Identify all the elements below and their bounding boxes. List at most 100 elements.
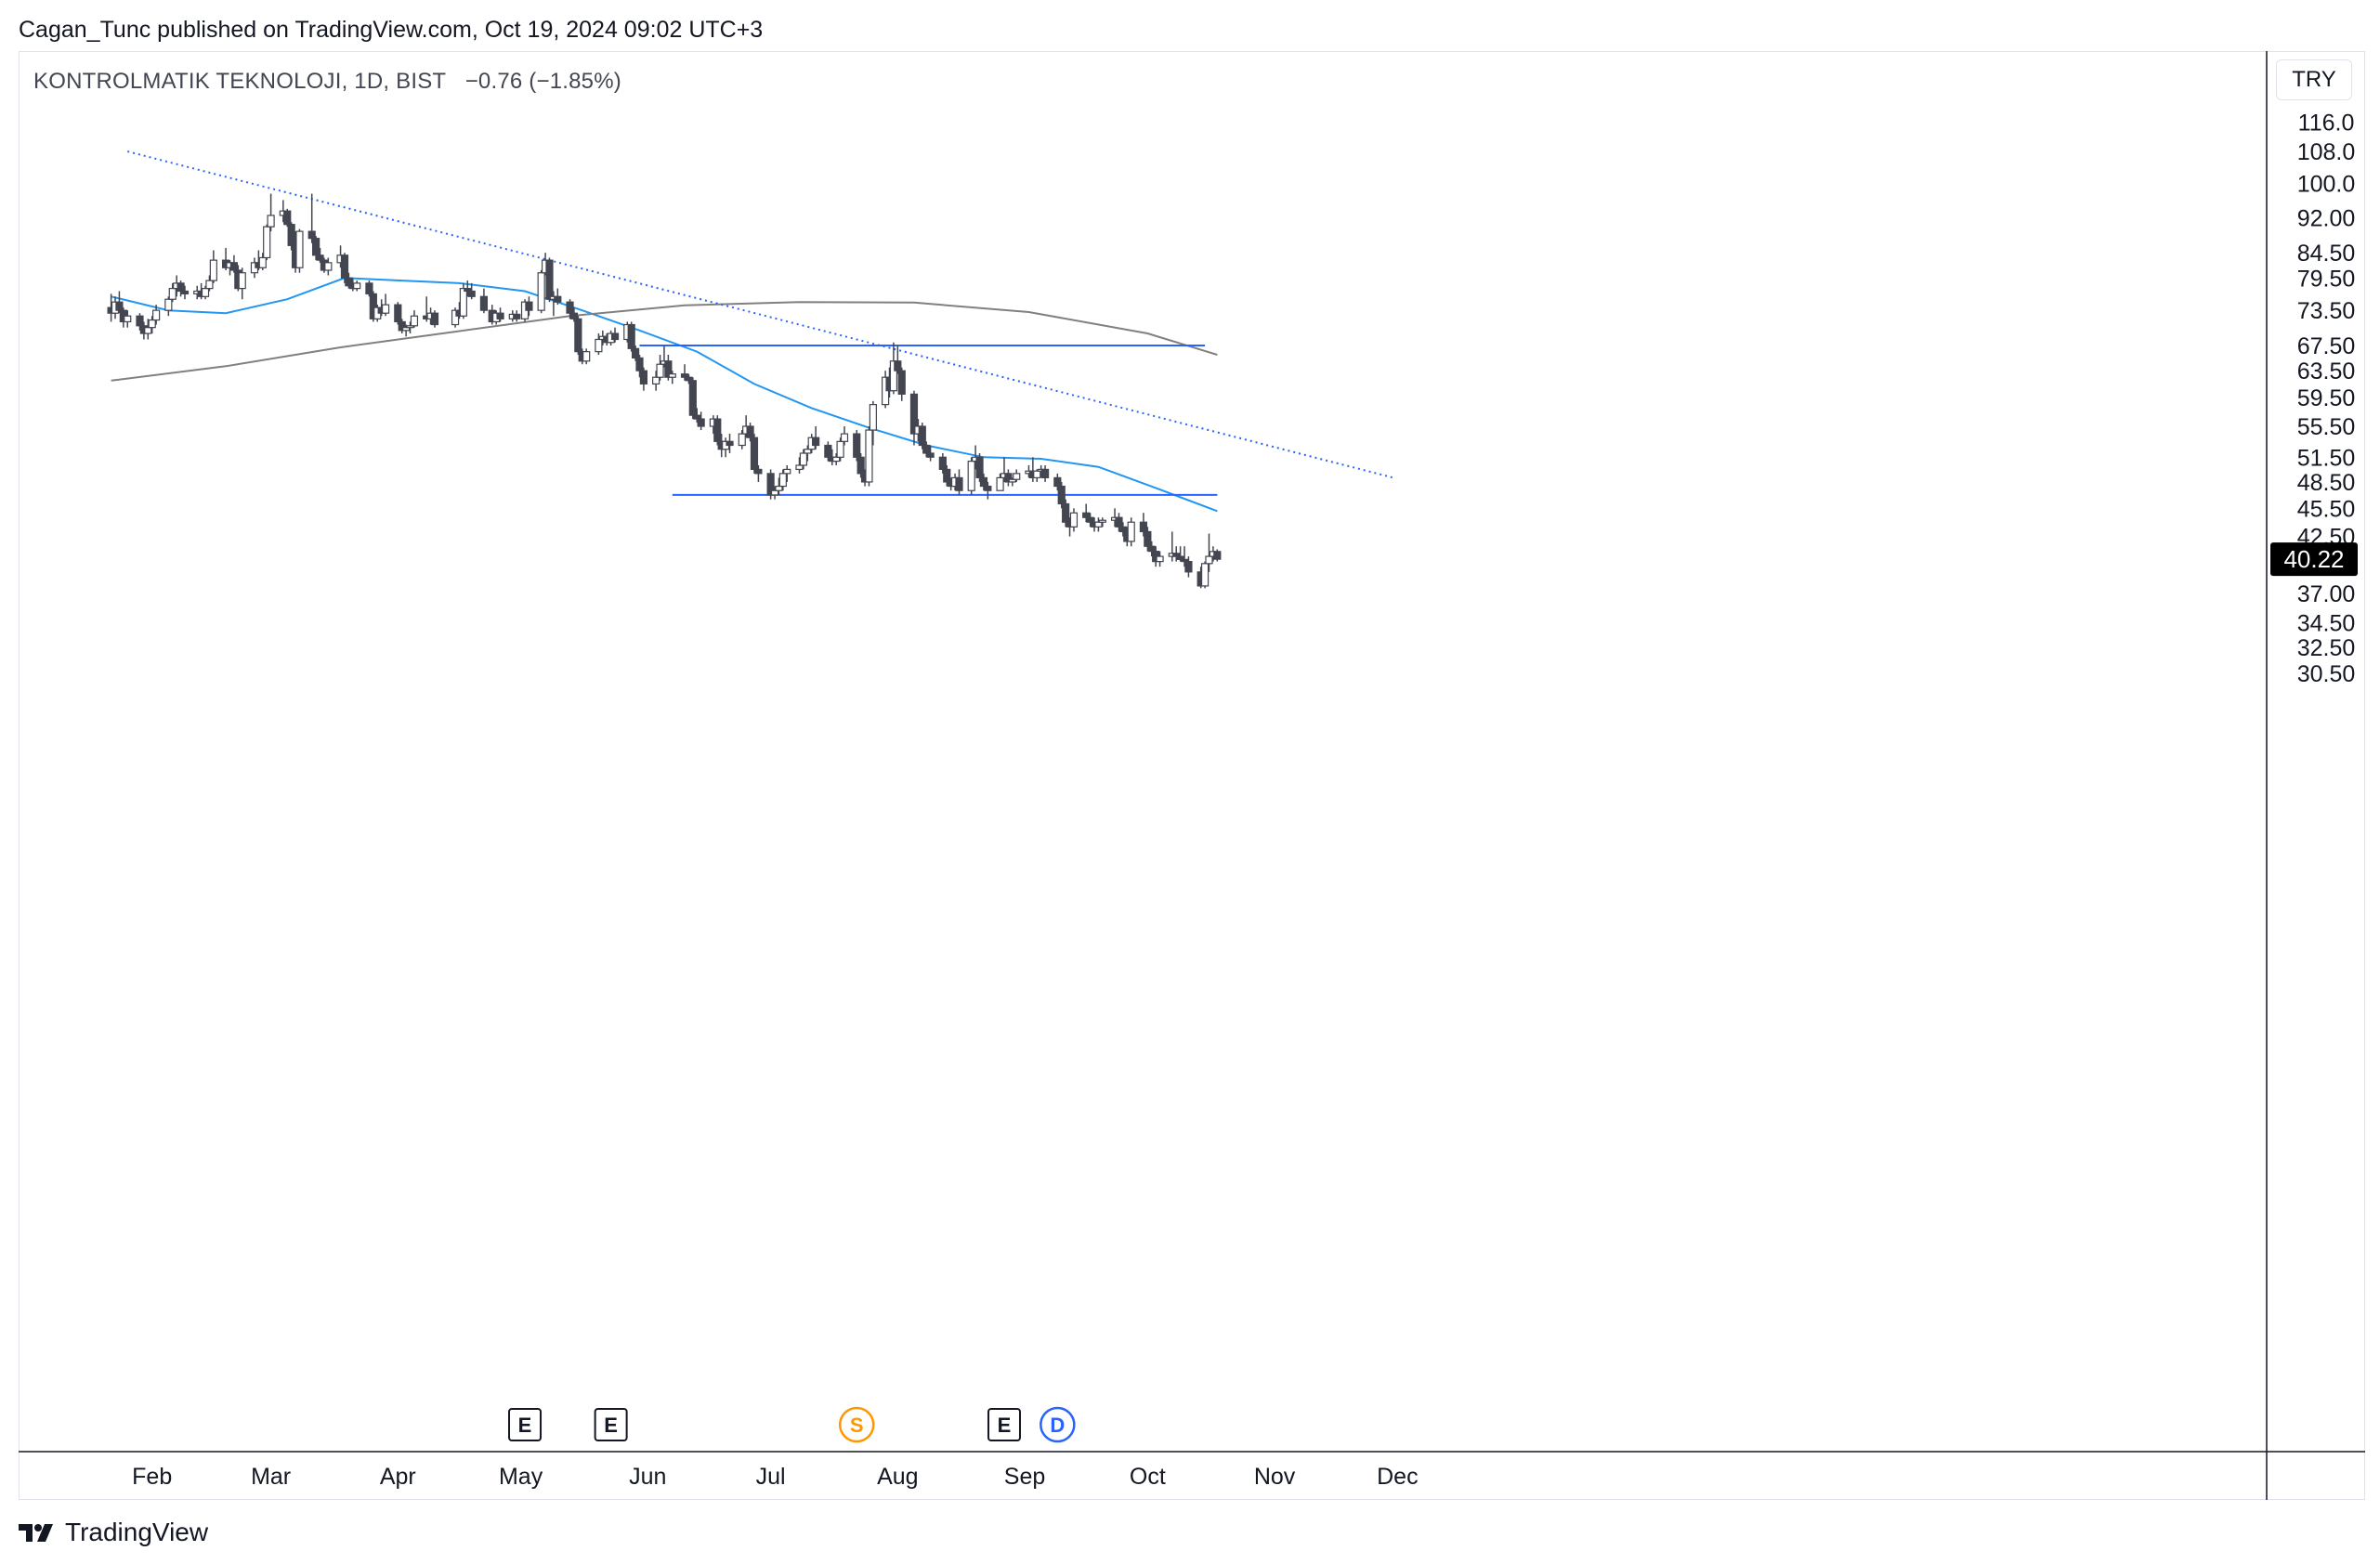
candle xyxy=(770,486,779,500)
time-tick-label: Jul xyxy=(756,1464,786,1490)
candle xyxy=(610,327,620,343)
candle-body-down xyxy=(1062,502,1070,523)
time-tick-label: Apr xyxy=(380,1464,416,1490)
price-tick-label: 79.50 xyxy=(2297,266,2356,292)
candle-body-up xyxy=(258,256,267,268)
candle xyxy=(283,208,292,228)
tradingview-logo-text: TradingView xyxy=(65,1518,209,1546)
candle-body-down xyxy=(922,444,931,454)
tradingview-logo[interactable]: TradingView xyxy=(19,1518,208,1547)
candle-body-down xyxy=(467,290,476,297)
candle xyxy=(398,319,406,334)
trend-line xyxy=(127,150,1394,479)
price-tick-label: 59.50 xyxy=(2297,385,2356,411)
candle-body-up xyxy=(1156,555,1164,563)
candle-body-down xyxy=(627,323,635,349)
candle xyxy=(381,293,390,317)
price-tick-label: 100.0 xyxy=(2297,171,2356,197)
last-price-text: 40.22 xyxy=(2283,545,2344,573)
candle-body-up xyxy=(238,272,246,290)
candle xyxy=(836,437,844,462)
candle xyxy=(750,434,759,474)
candle-body-down xyxy=(1004,473,1013,483)
candle-body-up xyxy=(144,327,152,334)
split-event-marker[interactable]: S xyxy=(838,1406,875,1443)
candle xyxy=(1008,477,1016,487)
candle xyxy=(365,280,373,297)
candle xyxy=(1082,503,1091,523)
candle-body-up xyxy=(324,262,333,271)
candle-body-down xyxy=(136,315,144,327)
candle-body-down xyxy=(853,433,861,458)
candle-body-down xyxy=(464,287,472,293)
candle-body-down xyxy=(554,295,562,303)
candle-body-down xyxy=(857,456,865,475)
candle xyxy=(569,307,579,322)
candle xyxy=(688,377,697,420)
candle xyxy=(263,224,271,261)
candle xyxy=(201,285,210,300)
earnings-event-marker[interactable]: E xyxy=(508,1408,543,1441)
candle-body-up xyxy=(1008,478,1016,483)
candle-body-down xyxy=(726,440,734,447)
candle-body-down xyxy=(1053,476,1062,488)
event-label: E xyxy=(998,1414,1012,1437)
candle-body-up xyxy=(799,452,808,466)
candle xyxy=(865,426,873,487)
candle-body-up xyxy=(1094,521,1103,528)
candle-body-down xyxy=(1213,551,1222,560)
split-icon xyxy=(838,1406,875,1443)
candle-body-down xyxy=(754,468,763,475)
candle xyxy=(451,307,460,328)
candle xyxy=(1184,556,1193,578)
dividend-event-marker[interactable]: D xyxy=(1040,1406,1076,1443)
candle-body-down xyxy=(479,295,489,311)
candle xyxy=(1147,541,1156,557)
candle xyxy=(394,302,402,325)
candle-body-down xyxy=(496,312,504,319)
candle xyxy=(229,254,239,273)
candle xyxy=(353,280,361,292)
time-axis[interactable]: Feb Mar Apr May Jun Jul Aug Sep Oct Nov Dec xyxy=(132,1464,1418,1490)
candle xyxy=(799,449,808,470)
candle xyxy=(1200,561,1210,589)
candle-body-up xyxy=(209,259,217,281)
earnings-icon xyxy=(508,1408,543,1441)
candle xyxy=(582,348,591,365)
price-change: −0.76 (−1.85%) xyxy=(464,69,621,94)
candle-body-up xyxy=(832,456,841,463)
candle xyxy=(1098,517,1106,528)
candle xyxy=(812,426,820,450)
candle-body-down xyxy=(713,418,722,442)
candle-body-down xyxy=(307,230,316,240)
price-tick-label: 30.50 xyxy=(2297,661,2356,687)
candle-body-up xyxy=(124,315,132,323)
candle-body-up xyxy=(1127,521,1135,542)
candle-body-up xyxy=(168,287,177,300)
candle xyxy=(1094,517,1103,532)
candle xyxy=(967,457,975,495)
candle-body-down xyxy=(824,444,832,458)
candle xyxy=(955,469,963,495)
candle xyxy=(697,411,705,431)
candle xyxy=(345,272,353,289)
price-tick-label: 67.50 xyxy=(2297,333,2356,359)
candle xyxy=(148,316,156,334)
candle-body-down xyxy=(430,312,439,326)
earnings-event-marker[interactable]: E xyxy=(594,1408,628,1441)
earnings-event-marker[interactable]: E xyxy=(987,1408,1021,1441)
candle-body-down xyxy=(1172,553,1181,557)
candle-body-down xyxy=(1040,468,1050,478)
candle-body-up xyxy=(865,429,873,483)
candle-body-down xyxy=(1115,516,1123,528)
candle-body-down xyxy=(369,293,377,319)
candle-body-down xyxy=(229,262,239,271)
candle xyxy=(918,423,926,450)
price-tick-label: 37.00 xyxy=(2297,581,2356,607)
candle xyxy=(1040,464,1050,482)
currency-button[interactable]: TRY xyxy=(2276,59,2352,100)
candle-body-up xyxy=(295,230,304,268)
candle-body-up xyxy=(267,215,275,228)
